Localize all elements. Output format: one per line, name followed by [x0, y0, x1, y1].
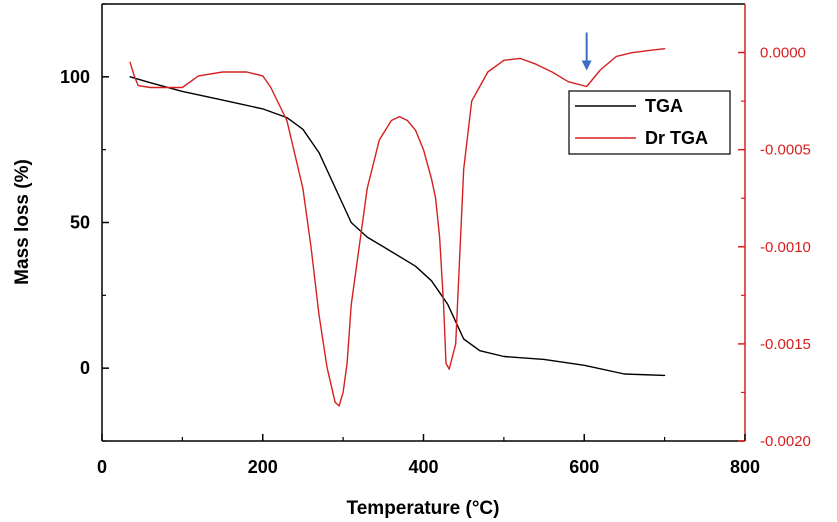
x-ticks: 0 200 400 600 800	[97, 434, 760, 477]
legend-label-drtga: Dr TGA	[645, 128, 708, 148]
annotation-layer	[581, 32, 592, 71]
x-tick-label-0: 0	[97, 457, 107, 477]
left-tick-label-2: 100	[60, 67, 90, 87]
arrow-head-0	[581, 60, 592, 71]
left-y-axis-title: Mass loss (%)	[12, 159, 33, 285]
x-axis-title: Temperature (°C)	[347, 498, 500, 519]
left-y-ticks: 0 50 100	[60, 3, 109, 442]
series-line-tga	[129, 76, 666, 377]
right-tick-label-2: -0.0010	[760, 239, 811, 256]
right-y-ticks: 0.0000 -0.0005 -0.0010 -0.0015 -0.0020	[738, 45, 811, 450]
right-tick-label-1: -0.0005	[760, 142, 811, 159]
x-tick-label-4: 800	[730, 457, 760, 477]
left-tick-label-0: 0	[80, 358, 90, 378]
x-tick-label-2: 400	[408, 457, 438, 477]
legend-box	[568, 90, 731, 155]
right-tick-label-0: 0.0000	[760, 45, 806, 62]
legend: TGA Dr TGA	[568, 90, 731, 155]
x-tick-label-1: 200	[248, 457, 278, 477]
legend-label-tga: TGA	[645, 96, 683, 116]
right-tick-label-4: -0.0020	[760, 433, 811, 450]
series-line-dr-tga	[129, 48, 666, 407]
right-tick-label-3: -0.0015	[760, 336, 811, 353]
left-tick-label-1: 50	[70, 213, 90, 233]
series-layer	[129, 48, 666, 407]
x-tick-label-3: 600	[569, 457, 599, 477]
